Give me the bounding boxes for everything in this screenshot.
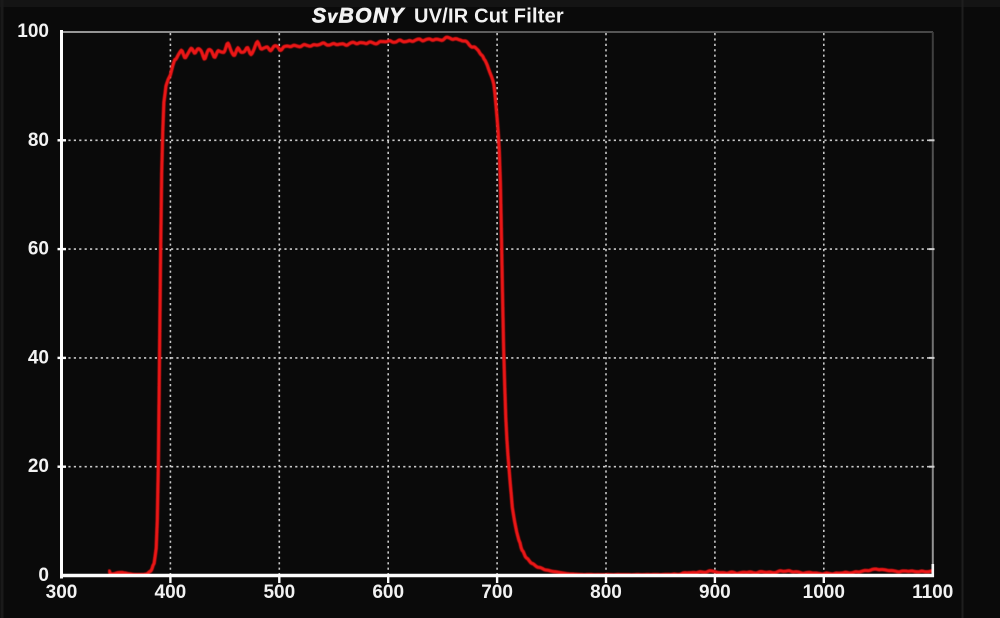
svg-text:300: 300 — [46, 582, 78, 603]
svg-text:0: 0 — [38, 565, 49, 586]
svg-text:900: 900 — [699, 582, 731, 603]
svg-text:SvBONY: SvBONY — [312, 5, 405, 28]
svg-text:60: 60 — [28, 239, 49, 260]
svg-text:80: 80 — [28, 130, 49, 151]
svg-text:400: 400 — [155, 582, 187, 603]
svg-text:800: 800 — [590, 582, 622, 603]
svg-text:UV/IR Cut Filter: UV/IR Cut Filter — [414, 6, 564, 28]
svg-text:1000: 1000 — [803, 582, 845, 603]
svg-text:700: 700 — [481, 582, 513, 603]
svg-text:40: 40 — [28, 347, 49, 368]
svg-text:500: 500 — [263, 582, 295, 603]
svg-text:100: 100 — [17, 21, 49, 42]
svg-text:1100: 1100 — [912, 582, 953, 603]
svg-text:20: 20 — [28, 456, 49, 477]
svg-text:600: 600 — [372, 582, 404, 603]
